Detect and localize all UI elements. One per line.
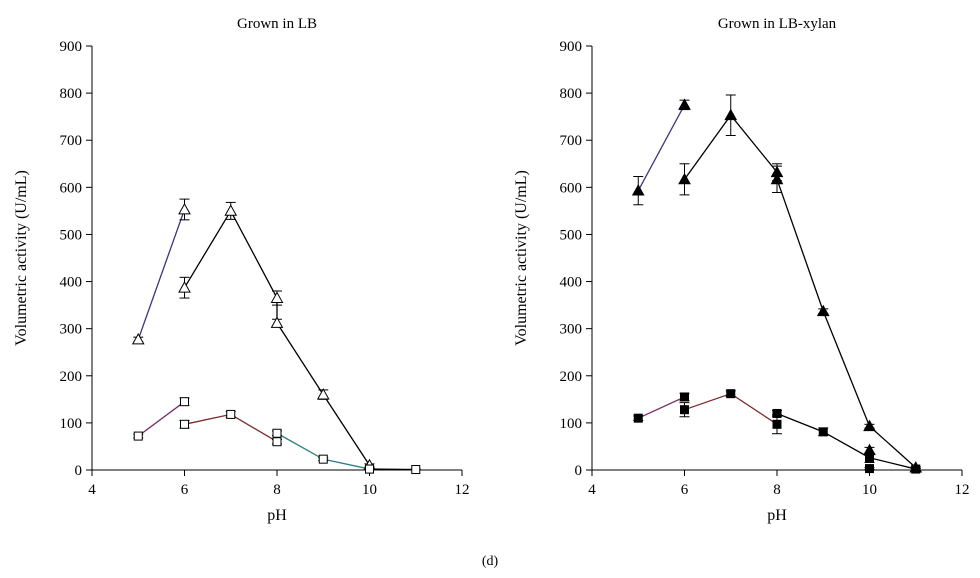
data-point [678,98,691,110]
y-tick-label: 600 [60,180,83,196]
x-tick-label: 6 [181,482,189,498]
series-line [776,412,916,470]
series-2 [133,397,190,441]
data-point [180,397,189,407]
x-axis-label: pH [267,507,287,524]
data-point [631,184,645,196]
data-point [680,392,689,402]
data-point [365,464,374,474]
x-tick-label: 8 [773,482,781,498]
x-tick-label: 12 [455,482,470,498]
series-3 [679,389,782,435]
data-point [133,431,143,441]
data-point [178,281,191,293]
data-point [633,413,643,423]
y-tick-label: 800 [60,86,83,102]
series-line [684,392,778,425]
data-point [911,464,921,474]
series-2 [633,392,690,423]
y-tick-label: 500 [560,227,583,243]
x-tick-label: 6 [681,482,689,498]
series-5 [364,464,421,475]
y-tick-label: 700 [560,133,583,149]
data-point [863,443,876,456]
y-tick-label: 700 [60,133,83,149]
series-0 [631,98,691,206]
y-tick-label: 200 [560,369,583,385]
chart-panel-lb-xylan: Grown in LB-xylan 0 100 200 300 400 500 600 700 8… [513,16,970,524]
y-tick-label: 400 [60,275,83,291]
data-point [270,316,284,328]
data-point [865,464,874,474]
data-point [678,172,691,185]
data-point [724,108,738,121]
y-tick-label: 0 [575,463,583,479]
chart-title: Grown in LB [237,16,317,32]
y-tick-label: 900 [560,39,583,55]
data-point [224,204,238,216]
y-tick-label: 500 [60,227,83,243]
y-axis-label: Volumetric activity (U/mL) [13,170,30,346]
x-tick-label: 10 [862,482,877,498]
y-tick-label: 900 [60,39,83,55]
data-point [178,202,191,215]
series-line [637,396,685,419]
data-point [131,332,145,345]
data-point [411,465,421,475]
x-tick-label: 10 [362,482,377,498]
y-tick-label: 200 [60,369,83,385]
data-point [816,304,830,317]
chart-title: Grown in LB-xylan [718,16,837,32]
series-line [637,104,686,191]
y-tick-label: 0 [75,463,83,479]
data-point [180,419,189,429]
data-point [272,437,282,447]
data-point [272,428,282,438]
data-point [270,291,284,303]
y-tick-label: 600 [560,180,583,196]
series-1 [178,201,376,471]
y-axis-label: Volumetric activity (U/mL) [513,170,530,346]
data-point [726,389,736,399]
series-line [276,432,370,470]
series-3 [179,409,282,447]
data-point [770,172,784,185]
data-point [772,419,782,429]
data-point [772,408,782,418]
series-6 [863,443,876,456]
series-4 [772,408,921,474]
y-tick-label: 100 [560,416,583,432]
series-4 [272,428,375,474]
x-tick-label: 8 [273,482,281,498]
data-point [818,427,828,437]
series-0 [131,198,191,345]
series-line [137,209,186,340]
series-line [683,114,917,469]
x-axis-label: pH [767,507,787,524]
series-line [183,209,371,466]
series-5 [864,464,875,474]
data-point [863,419,876,432]
series-line [137,401,185,437]
y-tick-label: 400 [560,275,583,291]
y-tick-label: 300 [560,322,583,338]
x-tick-label: 4 [88,482,96,498]
x-tick-label: 12 [955,482,970,498]
y-tick-label: 300 [60,322,83,338]
figure-caption: (d) [482,554,499,569]
series-1 [678,94,923,473]
data-point [318,454,328,464]
x-tick-label: 4 [588,482,596,498]
data-point [226,409,236,419]
chart-panel-lb: Grown in LB 0 100 200 300 400 500 600 700 800 900 4… [13,16,470,524]
y-tick-label: 100 [60,416,83,432]
data-point [680,405,689,415]
data-point [316,388,330,400]
y-tick-label: 800 [560,86,583,102]
